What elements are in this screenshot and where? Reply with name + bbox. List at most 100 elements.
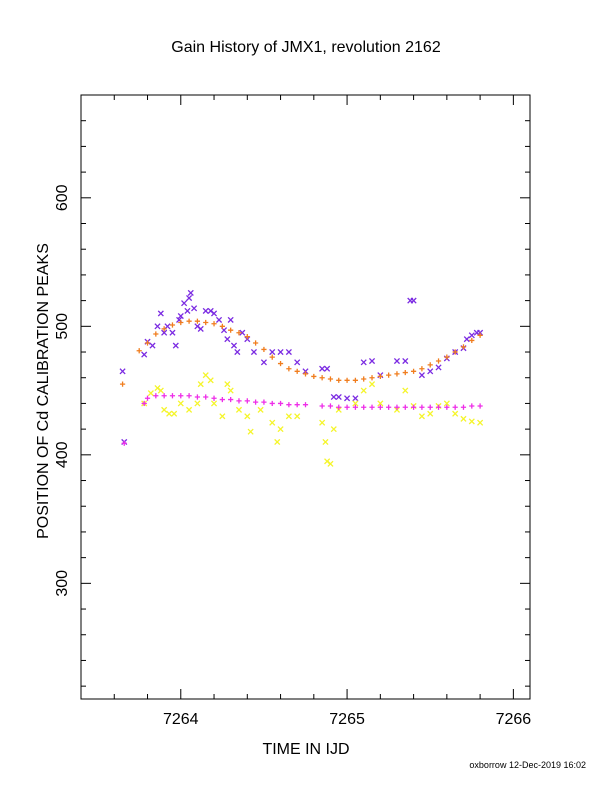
data-point bbox=[260, 359, 267, 366]
data-point bbox=[161, 329, 168, 336]
data-point bbox=[184, 307, 191, 314]
data-point bbox=[394, 371, 400, 377]
series-2 bbox=[141, 372, 484, 467]
data-point bbox=[121, 440, 127, 446]
data-point bbox=[285, 348, 292, 356]
data-point bbox=[244, 413, 251, 420]
data-point bbox=[169, 329, 176, 336]
data-point bbox=[410, 368, 417, 374]
data-point bbox=[410, 404, 417, 410]
data-point bbox=[302, 371, 309, 377]
data-point bbox=[161, 393, 167, 399]
data-point bbox=[172, 342, 179, 349]
data-point bbox=[369, 375, 375, 381]
data-point bbox=[186, 406, 193, 413]
data-point bbox=[235, 406, 243, 413]
data-point bbox=[250, 348, 258, 356]
data-point bbox=[460, 344, 467, 350]
data-point bbox=[210, 400, 218, 407]
data-point bbox=[285, 413, 292, 420]
data-point bbox=[230, 342, 238, 349]
data-point bbox=[402, 357, 409, 365]
data-point bbox=[394, 404, 400, 410]
data-point bbox=[178, 319, 184, 326]
data-point bbox=[141, 400, 147, 407]
data-point bbox=[460, 404, 467, 410]
data-point bbox=[327, 460, 334, 467]
data-point bbox=[344, 377, 350, 383]
data-point bbox=[477, 419, 484, 426]
data-point bbox=[368, 357, 376, 365]
data-point bbox=[244, 334, 250, 340]
chart-title: Gain History of JMX1, revolution 2162 bbox=[171, 39, 441, 56]
data-point bbox=[234, 348, 241, 356]
data-point bbox=[203, 394, 209, 400]
data-point bbox=[452, 349, 458, 355]
data-point bbox=[419, 366, 425, 372]
data-point bbox=[153, 331, 159, 337]
data-point bbox=[219, 396, 225, 403]
series-3 bbox=[121, 393, 483, 446]
data-point bbox=[330, 426, 337, 433]
data-point bbox=[286, 366, 292, 372]
data-point bbox=[469, 337, 475, 344]
data-point bbox=[410, 297, 417, 304]
data-point bbox=[186, 393, 192, 399]
data-point bbox=[253, 399, 259, 405]
series-1 bbox=[119, 318, 483, 387]
data-point bbox=[191, 305, 198, 312]
data-point bbox=[294, 402, 300, 408]
data-point bbox=[210, 310, 218, 317]
data-point bbox=[224, 336, 231, 343]
data-point bbox=[419, 404, 425, 410]
data-point bbox=[477, 403, 483, 409]
data-point bbox=[344, 404, 350, 410]
x-tick-label: 7265 bbox=[329, 711, 365, 728]
data-point bbox=[444, 354, 450, 360]
data-point bbox=[224, 381, 231, 388]
data-point bbox=[169, 322, 176, 328]
data-point bbox=[119, 381, 126, 387]
data-point bbox=[144, 340, 151, 346]
data-point bbox=[149, 342, 156, 349]
data-point bbox=[136, 348, 142, 354]
data-point bbox=[477, 332, 483, 338]
data-point bbox=[194, 394, 201, 400]
axis-ticks bbox=[80, 94, 530, 699]
data-point bbox=[377, 404, 383, 410]
data-point bbox=[177, 400, 184, 407]
data-point bbox=[186, 294, 193, 302]
y-axis-label: POSITION OF Cd CALIBRATION PEAKS bbox=[35, 243, 52, 539]
data-point bbox=[261, 346, 267, 353]
data-point bbox=[427, 410, 434, 417]
data-point bbox=[236, 398, 242, 404]
data-point bbox=[207, 377, 214, 384]
data-point bbox=[319, 403, 325, 409]
data-point bbox=[361, 376, 367, 382]
data-point bbox=[169, 393, 176, 399]
data-point bbox=[171, 410, 178, 417]
data-point bbox=[452, 410, 459, 417]
data-point bbox=[427, 368, 434, 375]
data-point bbox=[161, 326, 167, 332]
data-point bbox=[236, 330, 242, 336]
data-point bbox=[253, 340, 259, 346]
data-point bbox=[294, 368, 300, 374]
data-points bbox=[119, 289, 484, 467]
data-point bbox=[443, 400, 450, 407]
data-point bbox=[327, 403, 334, 409]
data-point bbox=[435, 364, 442, 371]
data-point bbox=[402, 404, 408, 410]
data-point bbox=[269, 348, 276, 356]
data-point bbox=[324, 365, 331, 372]
data-point bbox=[435, 358, 442, 364]
data-point bbox=[319, 419, 326, 426]
data-point bbox=[344, 395, 351, 402]
data-point bbox=[335, 393, 342, 401]
data-point bbox=[460, 415, 467, 422]
data-point bbox=[336, 377, 342, 383]
data-point bbox=[468, 332, 475, 339]
data-point bbox=[211, 395, 217, 401]
data-point bbox=[418, 372, 425, 379]
